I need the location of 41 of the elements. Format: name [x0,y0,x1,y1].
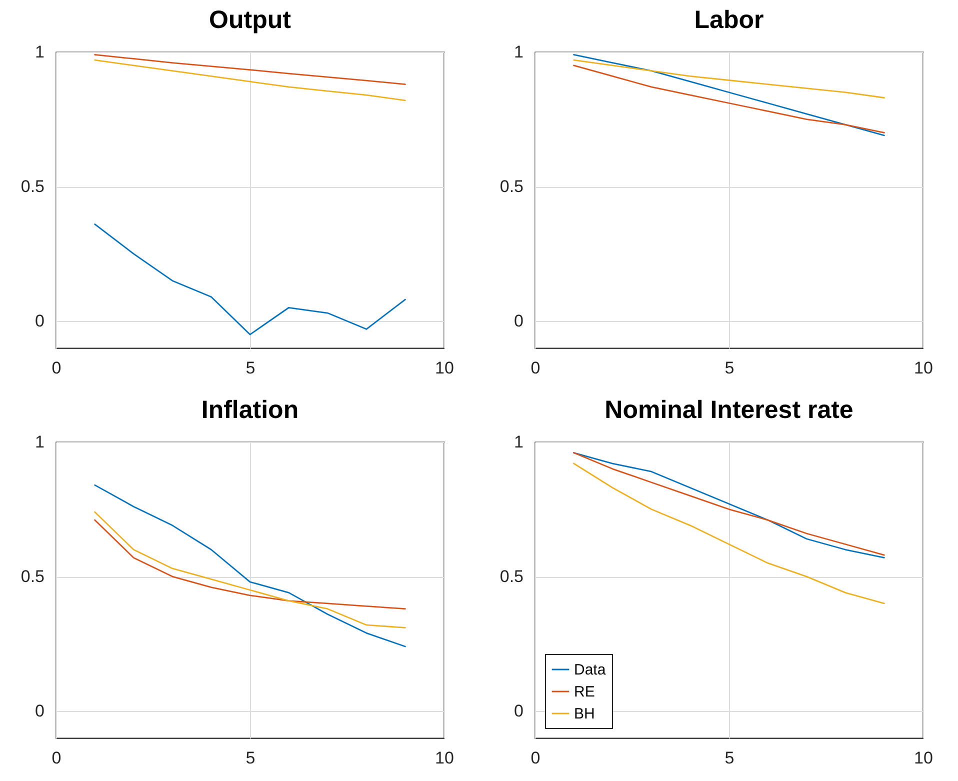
y-tick-label: 0.5 [500,177,524,196]
y-tick-label: 0 [35,312,44,331]
x-tick-label: 10 [914,748,933,768]
y-tick-label: 1 [514,42,524,62]
y-tick-label: 1 [35,42,44,62]
chart-title: Labor [694,6,764,34]
y-tick-label: 0.5 [500,567,524,586]
line-series [573,462,885,604]
x-tick-label: 10 [435,748,454,768]
y-tick-label: 0 [514,702,524,721]
x-tick-label: 5 [724,358,734,378]
y-tick-label: 0.5 [20,567,44,586]
line-series [94,224,406,336]
line-series [573,59,885,98]
x-tick-label: 0 [52,748,62,768]
x-tick-label: 5 [246,358,256,378]
chart-title: Inflation [201,396,299,424]
x-tick-label: 10 [914,358,933,378]
x-tick-label: 0 [530,748,540,768]
y-tick-label: 1 [35,432,44,452]
legend-label: RE [574,684,595,700]
line-series [573,64,885,134]
y-tick-label: 0.5 [20,177,44,196]
line-series [94,519,406,610]
line-series [94,484,406,648]
legend-label: Data [574,662,606,678]
legend-label: BH [574,706,595,722]
x-tick-label: 0 [530,358,540,378]
line-series [94,54,406,85]
chart-title: Nominal Interest rate [604,396,854,424]
y-tick-label: 0 [514,312,524,331]
x-tick-label: 0 [52,358,62,378]
y-tick-label: 0 [35,702,44,721]
x-tick-label: 5 [724,748,734,768]
x-tick-label: 5 [246,748,256,768]
line-series [573,54,885,136]
x-tick-label: 10 [435,358,454,378]
y-tick-label: 1 [514,432,524,452]
chart-title: Output [209,6,292,34]
line-series [94,511,406,628]
line-series [94,59,406,102]
